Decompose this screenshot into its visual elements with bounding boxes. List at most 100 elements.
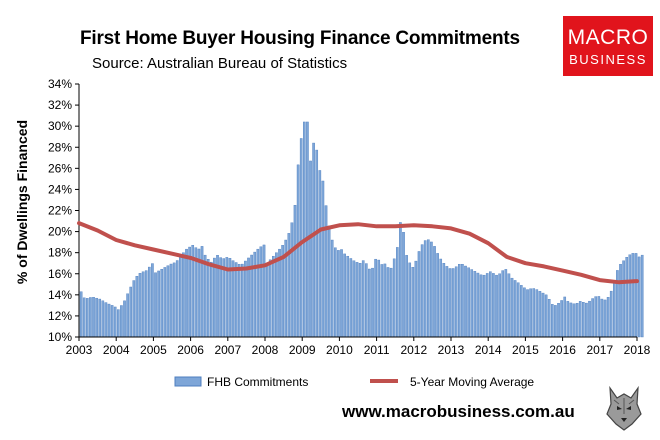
legend: FHB Commitments 5-Year Moving Average [174, 375, 534, 389]
commitment-bar [141, 271, 145, 338]
commitment-bar [516, 282, 520, 338]
commitment-bar [346, 255, 350, 338]
commitment-bar [541, 292, 545, 338]
commitment-bar [306, 121, 309, 338]
commitment-bar [237, 264, 241, 338]
x-tick-label: 2012 [400, 343, 427, 357]
commitment-bar [451, 268, 455, 338]
commitment-bar [178, 256, 182, 338]
commitment-bar [135, 276, 139, 338]
commitment-bar [547, 299, 551, 338]
legend-swatch-commitments [174, 376, 202, 387]
x-tick-label: 2010 [326, 343, 353, 357]
commitment-bar [253, 251, 257, 338]
commitment-bar [613, 281, 616, 338]
commitment-bar [585, 302, 588, 338]
commitment-bar [256, 248, 260, 338]
commitment-bar [625, 257, 629, 338]
commitment-bar [430, 241, 433, 338]
commitment-bar [594, 296, 598, 338]
y-tick-label: 28% [48, 140, 72, 154]
commitment-bar [172, 262, 176, 338]
y-tick-label: 34% [48, 77, 72, 91]
commitment-bar [402, 232, 405, 338]
y-axis-label: % of Dwellings Financed [14, 120, 30, 284]
commitment-bar [334, 247, 337, 338]
commitment-bar [268, 259, 272, 338]
commitment-bar [386, 267, 390, 338]
x-tick-label: 2011 [364, 343, 390, 357]
commitment-bar [123, 300, 126, 338]
commitment-bar [634, 253, 638, 338]
commitment-bar [485, 273, 489, 338]
commitment-bar [405, 255, 408, 338]
commitment-bar [126, 293, 129, 338]
commitment-bar [597, 296, 601, 338]
chart-title: First Home Buyer Housing Finance Commitm… [80, 28, 520, 49]
commitment-bar [290, 222, 294, 338]
commitment-bar [414, 260, 418, 338]
commitment-bar [358, 263, 362, 338]
commitment-bar [324, 205, 328, 338]
x-tick-label: 2018 [624, 343, 651, 357]
commitment-bar [318, 170, 322, 338]
commitment-bar [157, 270, 160, 338]
commitment-bar [588, 300, 591, 338]
x-tick-label: 2008 [252, 343, 279, 357]
commitment-bar [600, 298, 604, 338]
commitment-bar [321, 180, 325, 338]
commitment-bar [572, 303, 576, 338]
x-tick-label: 2006 [177, 343, 204, 357]
y-tick-label: 14% [48, 288, 72, 302]
bar-series-group [79, 121, 644, 338]
commitment-bar [513, 280, 517, 338]
commitment-bar [234, 262, 238, 338]
commitment-bar [107, 303, 111, 338]
commitment-bar [492, 273, 495, 338]
commitment-bar [89, 297, 92, 338]
commitment-bar [458, 264, 461, 338]
commitment-bar [445, 266, 449, 338]
commitment-bar [423, 240, 427, 338]
commitment-bar [563, 296, 567, 338]
wolf-logo-icon [604, 384, 644, 432]
y-tick-label: 16% [48, 267, 72, 281]
commitment-bar [551, 304, 554, 338]
y-tick-label: 24% [48, 182, 72, 196]
chart-subtitle: Source: Australian Bureau of Statistics [92, 55, 348, 72]
commitment-bar [327, 225, 331, 338]
commitment-bar [467, 267, 470, 338]
commitment-bar [501, 270, 505, 338]
commitment-bar [287, 233, 291, 338]
commitment-bar [464, 265, 467, 338]
commitment-bar [529, 288, 532, 338]
commitment-bar [296, 164, 300, 338]
commitment-bar [175, 260, 179, 338]
commitment-bar [309, 160, 312, 338]
commitment-bar [104, 302, 108, 338]
commitment-bar [473, 271, 477, 338]
commitment-bar [575, 303, 579, 338]
commitment-bar [92, 297, 95, 338]
x-tick-label: 2017 [586, 343, 613, 357]
commitment-bar [427, 239, 430, 338]
footer-website-url[interactable]: www.macrobusiness.com.au [342, 402, 575, 421]
commitment-bar [209, 261, 213, 338]
commitment-bar [262, 244, 266, 338]
commitment-bar [113, 306, 117, 338]
commitment-bar [510, 277, 514, 338]
commitment-bar [340, 249, 343, 338]
legend-label-commitments: FHB Commitments [207, 375, 308, 389]
commitment-bar [116, 309, 120, 338]
commitment-bar [396, 247, 399, 338]
commitment-bar [299, 138, 303, 338]
legend-label-moving-average: 5-Year Moving Average [410, 375, 534, 389]
commitment-bar [520, 285, 523, 338]
commitment-bar [454, 266, 458, 338]
commitment-bar [609, 290, 613, 338]
commitment-bar [628, 254, 632, 338]
commitment-bar [557, 303, 560, 338]
commitment-bar [433, 246, 436, 338]
commitment-bar [240, 263, 244, 338]
